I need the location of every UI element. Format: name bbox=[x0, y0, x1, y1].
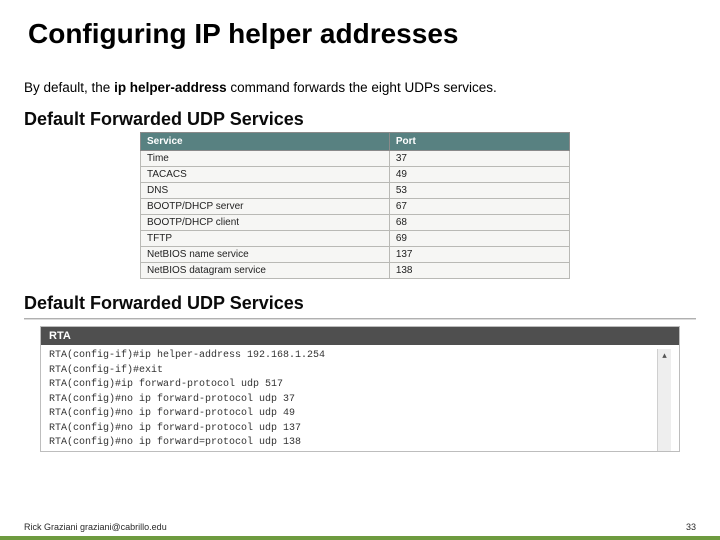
divider bbox=[24, 318, 696, 320]
cell-port: 53 bbox=[389, 183, 569, 199]
scroll-up-icon[interactable]: ▴ bbox=[662, 349, 667, 362]
services-table-wrap: Service Port Time37 TACACS49 DNS53 BOOTP… bbox=[140, 132, 570, 279]
slide-title: Configuring IP helper addresses bbox=[0, 0, 720, 50]
cell-port: 67 bbox=[389, 199, 569, 215]
page-number: 33 bbox=[686, 522, 696, 532]
table-row: TFTP69 bbox=[141, 231, 570, 247]
section-heading-1: Default Forwarded UDP Services bbox=[0, 95, 720, 132]
cell-port: 49 bbox=[389, 167, 569, 183]
intro-prefix: By default, the bbox=[24, 80, 114, 95]
col-service: Service bbox=[141, 133, 390, 151]
footer: Rick Graziani graziani@cabrillo.edu 33 bbox=[24, 522, 696, 532]
accent-bar bbox=[0, 536, 720, 540]
footer-author: Rick Graziani graziani@cabrillo.edu bbox=[24, 522, 167, 532]
table-row: BOOTP/DHCP server67 bbox=[141, 199, 570, 215]
section-heading-2: Default Forwarded UDP Services bbox=[0, 279, 720, 316]
intro-bold: ip helper-address bbox=[114, 80, 227, 95]
intro-suffix: command forwards the eight UDPs services… bbox=[227, 80, 497, 95]
table-row: BOOTP/DHCP client68 bbox=[141, 215, 570, 231]
col-port: Port bbox=[389, 133, 569, 151]
cell-service: Time bbox=[141, 151, 390, 167]
table-row: NetBIOS name service137 bbox=[141, 247, 570, 263]
table-row: Time37 bbox=[141, 151, 570, 167]
cell-service: TACACS bbox=[141, 167, 390, 183]
scrollbar[interactable]: ▴ bbox=[657, 349, 671, 451]
rta-terminal: RTA RTA(config-if)#ip helper-address 192… bbox=[40, 326, 680, 452]
table-row: TACACS49 bbox=[141, 167, 570, 183]
table-row: DNS53 bbox=[141, 183, 570, 199]
cell-port: 138 bbox=[389, 263, 569, 279]
cell-service: BOOTP/DHCP client bbox=[141, 215, 390, 231]
cell-port: 37 bbox=[389, 151, 569, 167]
cell-port: 68 bbox=[389, 215, 569, 231]
cell-port: 137 bbox=[389, 247, 569, 263]
rta-header: RTA bbox=[41, 327, 679, 345]
intro-text: By default, the ip helper-address comman… bbox=[0, 50, 720, 95]
rta-label: RTA bbox=[49, 330, 71, 342]
rta-output: RTA(config-if)#ip helper-address 192.168… bbox=[49, 349, 657, 451]
cell-service: NetBIOS datagram service bbox=[141, 263, 390, 279]
cell-service: TFTP bbox=[141, 231, 390, 247]
cell-service: NetBIOS name service bbox=[141, 247, 390, 263]
table-row: NetBIOS datagram service138 bbox=[141, 263, 570, 279]
cell-port: 69 bbox=[389, 231, 569, 247]
cell-service: DNS bbox=[141, 183, 390, 199]
cell-service: BOOTP/DHCP server bbox=[141, 199, 390, 215]
services-table: Service Port Time37 TACACS49 DNS53 BOOTP… bbox=[140, 132, 570, 279]
